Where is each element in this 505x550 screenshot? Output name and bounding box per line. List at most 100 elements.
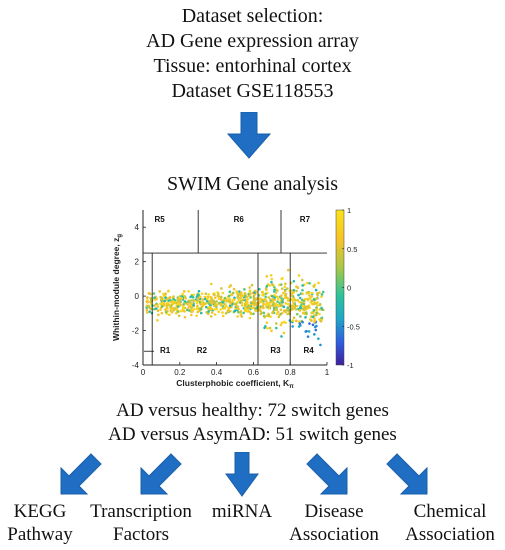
data-point bbox=[297, 293, 300, 297]
data-point bbox=[267, 296, 270, 299]
data-point bbox=[308, 322, 311, 325]
data-point bbox=[217, 295, 221, 298]
data-point bbox=[156, 318, 159, 322]
data-point bbox=[304, 311, 308, 314]
data-point bbox=[175, 307, 179, 311]
data-point bbox=[224, 312, 228, 315]
dataset-line-3: Tissue: entorhinal cortex bbox=[153, 55, 352, 77]
data-point bbox=[285, 296, 288, 300]
data-point bbox=[169, 300, 173, 304]
result-line-asymad: AD versus AsymAD: 51 switch genes bbox=[108, 424, 397, 445]
data-point bbox=[209, 315, 213, 318]
data-point bbox=[239, 291, 243, 294]
data-point bbox=[270, 300, 274, 304]
data-point bbox=[245, 298, 249, 302]
data-point bbox=[166, 307, 169, 310]
data-point bbox=[167, 289, 170, 293]
data-point bbox=[210, 301, 214, 305]
data-point bbox=[280, 321, 284, 325]
data-point bbox=[295, 304, 299, 308]
data-point bbox=[188, 305, 191, 308]
data-point bbox=[182, 290, 186, 293]
data-point bbox=[298, 322, 302, 325]
output-chemical-line2: Association bbox=[405, 524, 495, 545]
data-point bbox=[314, 328, 318, 332]
data-point bbox=[235, 290, 238, 293]
data-point bbox=[285, 308, 288, 312]
data-point bbox=[286, 312, 290, 316]
data-point bbox=[281, 300, 284, 304]
data-point bbox=[240, 299, 243, 303]
data-point bbox=[310, 299, 314, 303]
data-point bbox=[240, 315, 244, 318]
data-point bbox=[265, 314, 269, 318]
data-point bbox=[168, 296, 171, 300]
data-point bbox=[261, 290, 265, 294]
data-point bbox=[164, 296, 167, 299]
data-point bbox=[270, 329, 273, 333]
data-point bbox=[153, 296, 156, 300]
data-point bbox=[284, 321, 287, 324]
data-point bbox=[312, 297, 316, 301]
data-point bbox=[172, 306, 175, 310]
data-point bbox=[290, 308, 294, 312]
data-point bbox=[221, 291, 225, 295]
data-point bbox=[252, 312, 255, 316]
data-point bbox=[320, 306, 323, 310]
data-point bbox=[283, 285, 287, 289]
data-point bbox=[317, 337, 320, 340]
data-point bbox=[315, 311, 318, 315]
data-point bbox=[176, 302, 180, 306]
data-point bbox=[275, 326, 278, 330]
data-point bbox=[176, 310, 180, 314]
data-point bbox=[266, 291, 269, 295]
data-point bbox=[263, 297, 266, 301]
data-point bbox=[273, 285, 276, 289]
data-point bbox=[304, 316, 307, 319]
data-point bbox=[308, 318, 312, 321]
data-point bbox=[300, 278, 304, 282]
data-point bbox=[201, 298, 204, 301]
data-point bbox=[233, 302, 236, 306]
data-point bbox=[260, 305, 264, 309]
data-point bbox=[316, 301, 319, 304]
data-point bbox=[280, 311, 284, 315]
data-point bbox=[217, 310, 221, 314]
data-point bbox=[159, 302, 163, 306]
data-point bbox=[228, 300, 232, 304]
data-point bbox=[156, 303, 159, 307]
data-point bbox=[301, 288, 304, 292]
data-point bbox=[148, 310, 151, 313]
output-kegg: KEGG Pathway bbox=[2, 500, 78, 546]
data-point bbox=[286, 268, 290, 272]
data-point bbox=[238, 293, 242, 296]
data-point bbox=[192, 304, 195, 307]
data-point bbox=[268, 284, 271, 287]
data-point bbox=[246, 309, 249, 312]
colorbar-tick-label: -1 bbox=[347, 361, 354, 370]
data-point bbox=[319, 343, 322, 347]
data-point bbox=[183, 315, 187, 319]
data-point bbox=[248, 290, 252, 294]
data-point bbox=[274, 322, 278, 325]
data-point bbox=[302, 299, 306, 303]
data-point bbox=[318, 291, 321, 294]
data-point bbox=[317, 281, 320, 285]
data-point bbox=[152, 292, 156, 295]
x-tick-label: 1 bbox=[325, 368, 330, 377]
data-point bbox=[248, 286, 252, 289]
data-point bbox=[301, 292, 304, 296]
swim-analysis-title: SWIM Gene analysis bbox=[166, 173, 339, 195]
data-point bbox=[253, 306, 256, 310]
colorbar-tick-label: -0.5 bbox=[347, 322, 360, 331]
data-point bbox=[202, 303, 205, 307]
data-point bbox=[236, 315, 239, 318]
output-disease-line1: Disease bbox=[304, 501, 364, 522]
data-point bbox=[283, 289, 287, 293]
data-point bbox=[149, 307, 153, 311]
data-point bbox=[192, 307, 196, 311]
data-point bbox=[267, 307, 271, 310]
data-point bbox=[237, 298, 241, 302]
data-point bbox=[280, 287, 284, 290]
data-point bbox=[308, 282, 311, 285]
